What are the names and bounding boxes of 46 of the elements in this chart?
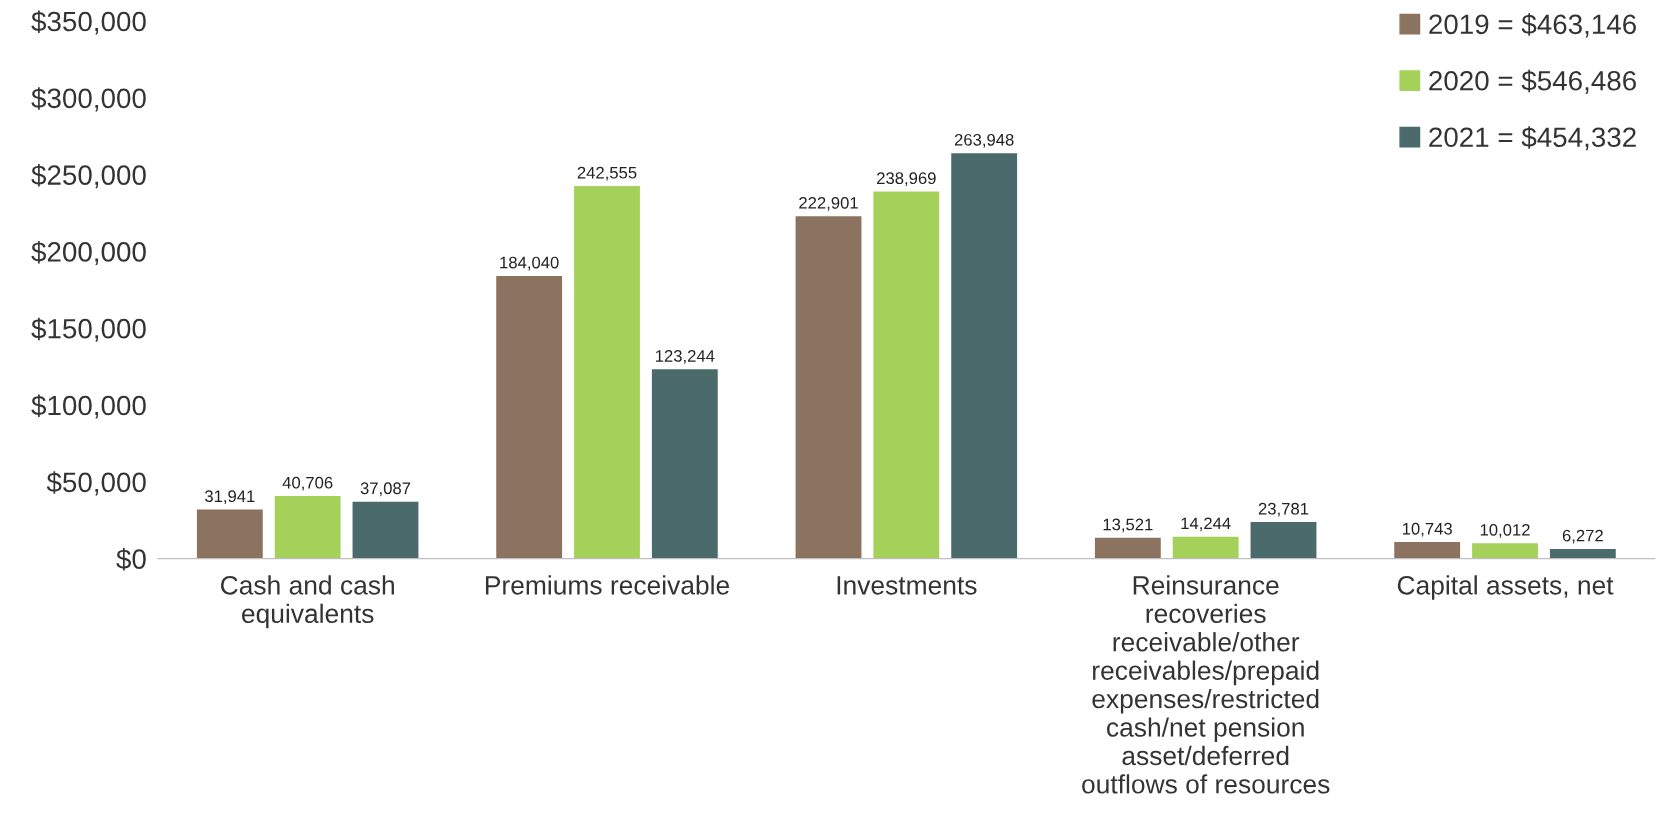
bar bbox=[496, 275, 563, 559]
y-tick-label: $300,000 bbox=[31, 87, 146, 112]
data-label: 10,012 bbox=[1480, 523, 1530, 538]
legend-label: 2021 = $454,332 bbox=[1429, 126, 1636, 151]
data-label: 184,040 bbox=[500, 256, 559, 271]
bar bbox=[352, 501, 419, 559]
x-tick-label: Capital assets, net bbox=[1397, 575, 1614, 600]
y-tick-label: $150,000 bbox=[31, 317, 146, 342]
data-label: 222,901 bbox=[799, 196, 858, 211]
y-tick-label: $0 bbox=[116, 548, 146, 571]
legend-label: 2020 = $546,486 bbox=[1429, 69, 1636, 94]
bar bbox=[1394, 542, 1461, 559]
data-label: 31,941 bbox=[204, 490, 255, 505]
bar bbox=[574, 186, 640, 559]
data-label: 13,521 bbox=[1103, 518, 1153, 533]
data-label: 263,948 bbox=[954, 133, 1014, 148]
x-tick-label: Premiums receivable bbox=[485, 575, 730, 595]
y-tick-label: $250,000 bbox=[31, 164, 146, 189]
bar bbox=[873, 191, 940, 559]
data-label: 238,969 bbox=[877, 172, 936, 187]
x-tick-label: Reinsurance recoveries receivable/other receivables/prepaid expenses/restricted cash/net pension asset/deferred outflows of resources bbox=[1082, 575, 1330, 794]
y-tick-label: $50,000 bbox=[46, 471, 146, 496]
bar bbox=[795, 216, 862, 559]
x-tick-label: Investments bbox=[837, 576, 977, 595]
bar bbox=[951, 153, 1018, 559]
legend-label: 2019 = $463,146 bbox=[1429, 13, 1636, 38]
bar bbox=[1172, 536, 1239, 559]
bar bbox=[1472, 543, 1538, 559]
data-label: 6,272 bbox=[1562, 529, 1603, 544]
bar bbox=[1250, 522, 1317, 559]
data-label: 37,087 bbox=[360, 482, 411, 497]
data-label: 23,781 bbox=[1258, 502, 1309, 517]
data-label: 40,706 bbox=[282, 476, 333, 491]
data-label: 123,244 bbox=[655, 350, 715, 364]
bar bbox=[651, 369, 718, 559]
x-tick-label: Cash and cash equivalents bbox=[220, 575, 394, 629]
bar bbox=[196, 509, 263, 559]
data-label: 14,244 bbox=[1181, 517, 1231, 532]
y-tick-label: $200,000 bbox=[31, 240, 146, 266]
bar bbox=[1549, 548, 1616, 559]
bar bbox=[1094, 537, 1161, 559]
data-label: 242,555 bbox=[577, 166, 637, 181]
bar bbox=[274, 496, 341, 559]
y-tick-label: $350,000 bbox=[31, 10, 146, 35]
data-label: 10,743 bbox=[1402, 522, 1452, 537]
y-tick-label: $100,000 bbox=[31, 394, 146, 419]
